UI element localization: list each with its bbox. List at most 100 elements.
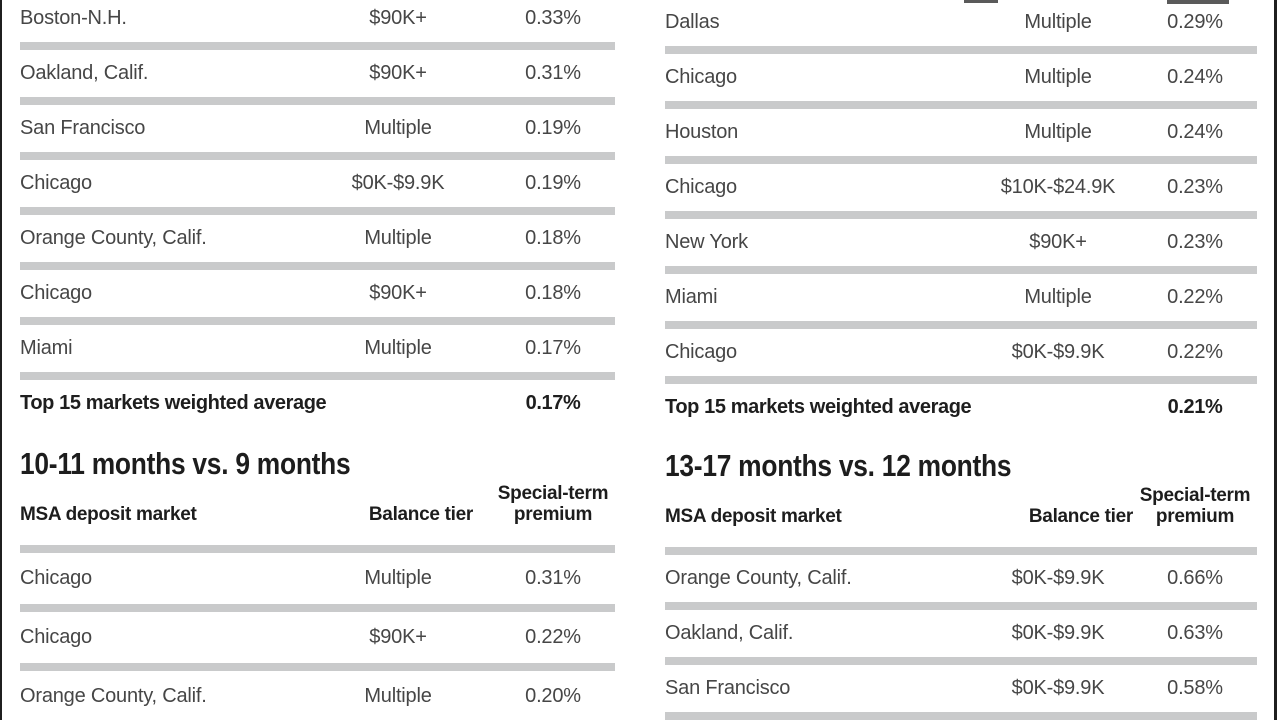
special-term-premium-header-line2: premium	[1155, 506, 1235, 527]
section-table-right: Orange County, Calif. $0K-$9.9K 0.66% Oa…	[665, 555, 1257, 720]
msa-market-cell: Chicago	[665, 341, 737, 363]
msa-market-cell: Orange County, Calif.	[665, 567, 852, 589]
msa-market-cell: San Francisco	[665, 677, 791, 699]
special-term-premium-header: Special-term premium	[1133, 485, 1257, 527]
table-row: Orange County, Calif. $0K-$9.9K 0.66%	[665, 555, 1257, 602]
balance-tier-cell: $0K-$9.9K	[1011, 622, 1105, 644]
msa-market-cell: Orange County, Calif.	[20, 227, 207, 249]
msa-market-cell: Chicago	[20, 282, 92, 304]
premium-cell: 0.24%	[1167, 121, 1223, 143]
header-divider	[665, 547, 1257, 555]
column-headers: MSA deposit market Balance tier Special-…	[20, 483, 615, 525]
table-row: San Francisco $0K-$9.9K 0.58%	[665, 665, 1257, 712]
premium-cell: 0.29%	[1167, 11, 1223, 33]
table-row: Miami Multiple 0.17%	[20, 325, 615, 372]
table-row: Chicago Multiple 0.24%	[665, 54, 1257, 101]
balance-tier-cell: Multiple	[1024, 286, 1092, 308]
row-divider	[20, 663, 615, 671]
balance-tier-cell: Multiple	[364, 685, 432, 707]
msa-market-cell: Chicago	[665, 176, 737, 198]
balance-tier-cell: $0K-$9.9K	[1011, 567, 1105, 589]
row-divider	[665, 156, 1257, 164]
weighted-average-label: Top 15 markets weighted average	[665, 396, 972, 418]
table-row: Chicago $0K-$9.9K 0.22%	[665, 329, 1257, 376]
section-heading: 10-11 months vs. 9 months	[20, 446, 351, 481]
row-divider	[20, 97, 615, 105]
row-divider	[665, 376, 1257, 384]
weighted-average-value: 0.17%	[525, 392, 581, 414]
balance-tier-cell: Multiple	[1024, 121, 1092, 143]
premium-cell: 0.19%	[525, 172, 581, 194]
row-divider	[665, 657, 1257, 665]
column-headers: MSA deposit market Balance tier Special-…	[665, 485, 1257, 527]
continued-table-left: Boston-N.H. $90K+ 0.33% Oakland, Calif. …	[20, 0, 615, 427]
table-row: Boston-N.H. $90K+ 0.33%	[20, 0, 615, 42]
left-border-line	[0, 0, 2, 720]
row-divider	[20, 372, 615, 380]
row-divider	[20, 262, 615, 270]
msa-market-cell: Chicago	[665, 66, 737, 88]
msa-market-header: MSA deposit market	[20, 504, 197, 525]
premium-cell: 0.20%	[525, 685, 581, 707]
row-divider	[665, 211, 1257, 219]
premium-cell: 0.63%	[1167, 622, 1223, 644]
table-row: Orange County, Calif. Multiple 0.20%	[20, 671, 615, 720]
msa-market-cell: Boston-N.H.	[20, 7, 127, 29]
balance-tier-cell: $10K-$24.9K	[1000, 176, 1116, 198]
premium-cell: 0.19%	[525, 117, 581, 139]
table-row: Oakland, Calif. $90K+ 0.31%	[20, 50, 615, 97]
weighted-average-label: Top 15 markets weighted average	[20, 392, 327, 414]
premium-cell: 0.33%	[525, 7, 581, 29]
table-row: Chicago $90K+ 0.22%	[20, 612, 615, 663]
balance-tier-cell: $0K-$9.9K	[351, 172, 445, 194]
premium-cell: 0.23%	[1167, 231, 1223, 253]
cropped-text-remnant	[1167, 0, 1229, 4]
premium-cell: 0.17%	[525, 337, 581, 359]
balance-tier-cell: $0K-$9.9K	[1011, 677, 1105, 699]
row-divider	[665, 46, 1257, 54]
premium-cell: 0.24%	[1167, 66, 1223, 88]
premium-cell: 0.22%	[1167, 341, 1223, 363]
table-row: Houston Multiple 0.24%	[665, 109, 1257, 156]
msa-market-cell: Chicago	[20, 567, 92, 589]
msa-market-cell: Orange County, Calif.	[20, 685, 207, 707]
balance-tier-cell: $90K+	[369, 7, 427, 29]
row-divider	[20, 317, 615, 325]
continued-table-right: Dallas Multiple 0.29% Chicago Multiple 0…	[665, 0, 1257, 431]
section-table-left: Chicago Multiple 0.31% Chicago $90K+ 0.2…	[20, 553, 615, 720]
premium-cell: 0.58%	[1167, 677, 1223, 699]
msa-market-cell: Chicago	[20, 172, 92, 194]
balance-tier-cell: Multiple	[364, 337, 432, 359]
msa-market-cell: San Francisco	[20, 117, 146, 139]
row-divider	[665, 602, 1257, 610]
row-divider	[665, 101, 1257, 109]
msa-market-cell: Miami	[20, 337, 73, 359]
balance-tier-cell: Multiple	[364, 567, 432, 589]
row-divider	[20, 604, 615, 612]
msa-market-cell: Chicago	[20, 626, 92, 648]
cropped-text-remnant	[964, 0, 998, 3]
balance-tier-header: Balance tier	[1028, 506, 1133, 527]
msa-market-cell: Houston	[665, 121, 739, 143]
premium-cell: 0.31%	[525, 62, 581, 84]
msa-market-cell: New York	[665, 231, 748, 253]
table-row: San Francisco Multiple 0.19%	[20, 105, 615, 152]
table-row: Chicago Multiple 0.31%	[20, 553, 615, 604]
row-divider	[665, 712, 1257, 720]
premium-cell: 0.18%	[525, 282, 581, 304]
balance-tier-cell: Multiple	[364, 117, 432, 139]
premium-cell: 0.31%	[525, 567, 581, 589]
weighted-average-row: Top 15 markets weighted average 0.17%	[20, 380, 615, 427]
table-row: Miami Multiple 0.22%	[665, 274, 1257, 321]
balance-tier-cell: Multiple	[1024, 11, 1092, 33]
msa-market-cell: Oakland, Calif.	[20, 62, 149, 84]
table-row: Chicago $0K-$9.9K 0.19%	[20, 160, 615, 207]
balance-tier-cell: Multiple	[364, 227, 432, 249]
right-border-line	[1274, 0, 1277, 720]
balance-tier-cell: $90K+	[369, 626, 427, 648]
table-row: Oakland, Calif. $0K-$9.9K 0.63%	[665, 610, 1257, 657]
header-divider	[20, 545, 615, 553]
weighted-average-row: Top 15 markets weighted average 0.21%	[665, 384, 1257, 431]
row-divider	[20, 152, 615, 160]
msa-market-cell: Miami	[665, 286, 718, 308]
